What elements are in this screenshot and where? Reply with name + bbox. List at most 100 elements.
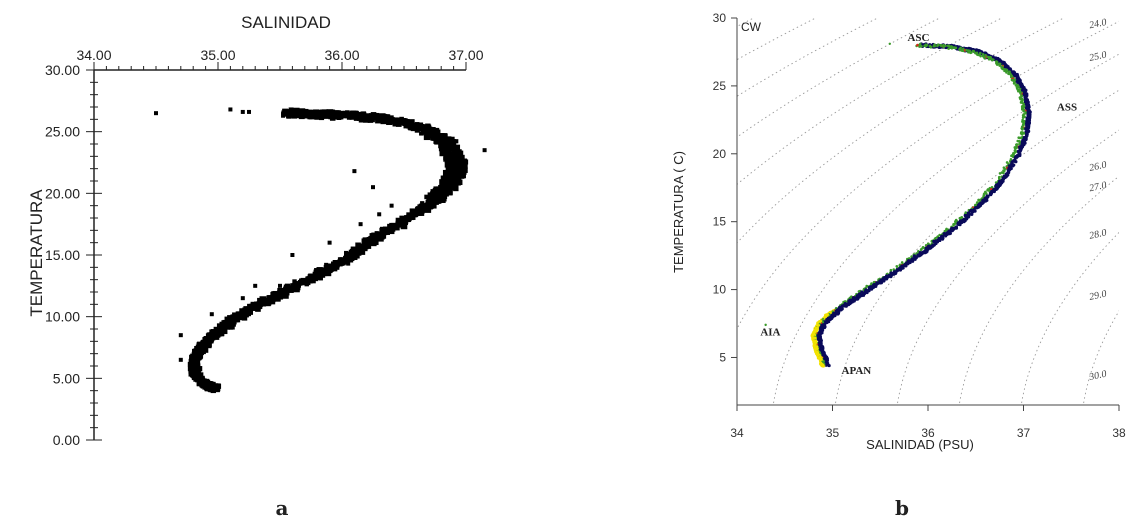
data-point [989, 191, 993, 196]
x-tick-label: 37 [1017, 426, 1031, 440]
data-point [430, 127, 436, 132]
data-point [257, 297, 264, 304]
data-point [1015, 143, 1018, 147]
data-point [371, 239, 379, 246]
isopycnal-label: 24.0 [1088, 17, 1107, 31]
outlier-point [228, 107, 233, 112]
outlier-point [253, 283, 258, 288]
data-point [281, 112, 289, 117]
data-point [443, 175, 448, 181]
data-point [254, 301, 260, 306]
x-tick-label: 34.00 [76, 47, 111, 63]
data-point [1019, 97, 1022, 101]
data-point [1001, 65, 1004, 69]
data-point [1018, 142, 1021, 146]
data-point [419, 131, 424, 136]
data-point [275, 292, 280, 298]
data-point [947, 47, 950, 50]
data-point [360, 244, 365, 251]
data-point [1013, 78, 1017, 82]
data-point [285, 287, 290, 292]
data-point [431, 132, 438, 138]
data-point [247, 303, 252, 310]
data-point [364, 113, 371, 118]
data-point [930, 244, 935, 248]
data-point [940, 236, 944, 241]
data-point [343, 110, 350, 116]
water-mass-label: APAN [842, 365, 872, 377]
data-point [443, 138, 451, 144]
data-point [454, 168, 462, 174]
y-tick-label: 25 [713, 79, 727, 93]
data-point [1017, 136, 1021, 139]
data-point [370, 112, 377, 118]
data-point [223, 323, 230, 329]
data-point [428, 196, 434, 203]
data-point [363, 117, 370, 123]
data-point [422, 205, 430, 212]
isopycnal-line [1082, 310, 1119, 405]
data-point [1013, 155, 1017, 160]
data-point [1005, 69, 1009, 73]
data-point [409, 122, 416, 128]
data-point [442, 169, 450, 176]
data-point [819, 347, 823, 351]
data-point [461, 158, 468, 165]
data-point [962, 47, 965, 51]
data-point [985, 192, 988, 195]
data-point [304, 113, 311, 118]
data-point [285, 110, 291, 116]
data-point [296, 112, 301, 119]
water-mass-label: ASS [1057, 101, 1077, 113]
y-tick-label: 0.00 [53, 432, 80, 448]
data-point [1018, 140, 1021, 144]
data-point [343, 256, 349, 262]
y-tick-label: 20 [713, 147, 727, 161]
data-point [910, 255, 913, 258]
outlier-point [352, 169, 357, 174]
data-point [974, 203, 977, 207]
x-tick-label: 36.00 [324, 47, 359, 63]
data-point [954, 46, 958, 50]
data-point [444, 148, 449, 154]
y-axis-title-b: TEMPERATURA ( C) [671, 151, 686, 273]
data-point [1013, 81, 1016, 85]
data-point [355, 252, 360, 259]
data-point [392, 223, 400, 228]
y-tick-label: 25.00 [45, 124, 80, 140]
data-point [979, 54, 982, 58]
x-tick-label: 35.00 [200, 47, 235, 63]
x-axis-title-b: SALINIDAD (PSU) [866, 437, 974, 452]
isopycnal-line [834, 89, 1119, 405]
data-point [212, 331, 218, 337]
data-point [459, 164, 464, 171]
panel-label-a: a [276, 496, 289, 519]
data-points-a [154, 107, 487, 394]
data-point [963, 213, 967, 218]
outlier-point [240, 109, 245, 114]
data-point [983, 197, 988, 201]
data-point [1009, 157, 1013, 161]
data-point [958, 48, 962, 52]
data-point [857, 290, 861, 293]
isopycnal-line [896, 129, 1119, 405]
data-points-b [764, 42, 1032, 368]
data-point [358, 116, 366, 123]
data-point [213, 386, 220, 393]
data-point [820, 363, 825, 368]
isopycnal-line [737, 18, 941, 138]
x-minor-ticks-a [93, 62, 467, 70]
data-point [912, 254, 916, 258]
data-point [445, 175, 452, 182]
data-point [920, 247, 923, 251]
data-point [1009, 72, 1012, 76]
data-point [336, 114, 342, 119]
data-point [1020, 132, 1024, 136]
x-tick-label: 37.00 [448, 47, 483, 63]
data-point [446, 182, 453, 189]
data-point [232, 315, 239, 322]
data-point [1019, 91, 1022, 95]
data-point [1027, 118, 1031, 122]
outlier-point [209, 312, 214, 317]
data-point [1005, 161, 1009, 164]
